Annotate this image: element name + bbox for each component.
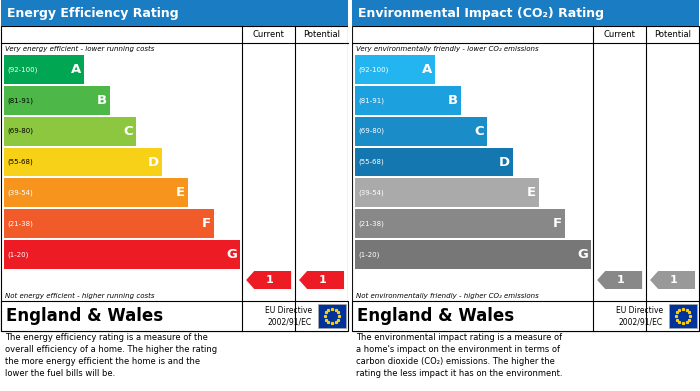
Text: (81-91): (81-91) <box>7 97 33 104</box>
Bar <box>4 86 111 115</box>
Text: Current: Current <box>253 30 285 39</box>
Text: (1-20): (1-20) <box>7 251 29 258</box>
Text: D: D <box>499 156 510 169</box>
Bar <box>355 117 487 145</box>
Text: Very environmentally friendly - lower CO₂ emissions: Very environmentally friendly - lower CO… <box>356 45 538 52</box>
Bar <box>352 0 699 26</box>
Text: Potential: Potential <box>654 30 691 39</box>
Bar <box>4 240 240 269</box>
Text: F: F <box>553 217 562 230</box>
Text: England & Wales: England & Wales <box>6 307 163 325</box>
Text: F: F <box>202 217 211 230</box>
Text: (21-38): (21-38) <box>7 221 33 227</box>
Text: C: C <box>124 125 133 138</box>
Text: EU Directive
2002/91/EC: EU Directive 2002/91/EC <box>265 306 312 326</box>
Bar <box>352 26 699 331</box>
Bar <box>669 304 697 328</box>
Bar <box>355 240 592 269</box>
Bar <box>4 117 136 145</box>
Text: 1: 1 <box>617 275 624 285</box>
Text: 1: 1 <box>319 275 327 285</box>
Text: 1: 1 <box>670 275 678 285</box>
Polygon shape <box>246 271 291 289</box>
Text: Current: Current <box>603 30 636 39</box>
Text: G: G <box>578 248 588 261</box>
Text: Not environmentally friendly - higher CO₂ emissions: Not environmentally friendly - higher CO… <box>356 292 539 299</box>
Bar <box>355 147 513 176</box>
Bar <box>355 55 435 84</box>
Text: (92-100): (92-100) <box>7 66 37 73</box>
Polygon shape <box>597 271 642 289</box>
Text: E: E <box>176 187 186 199</box>
Text: D: D <box>148 156 159 169</box>
Bar <box>355 86 461 115</box>
Text: E: E <box>527 187 536 199</box>
Text: (21-38): (21-38) <box>358 221 384 227</box>
Bar <box>4 147 162 176</box>
Text: Environmental Impact (CO₂) Rating: Environmental Impact (CO₂) Rating <box>358 7 604 20</box>
Text: Not energy efficient - higher running costs: Not energy efficient - higher running co… <box>5 292 155 299</box>
Text: G: G <box>226 248 237 261</box>
Text: A: A <box>422 63 433 76</box>
Bar <box>355 178 539 207</box>
Text: Potential: Potential <box>303 30 340 39</box>
Polygon shape <box>650 271 695 289</box>
Bar <box>355 209 565 238</box>
Bar <box>4 178 188 207</box>
Text: (1-20): (1-20) <box>358 251 379 258</box>
Text: (55-68): (55-68) <box>7 159 33 165</box>
Bar <box>1 0 348 26</box>
Text: (69-80): (69-80) <box>358 128 384 135</box>
Text: Energy Efficiency Rating: Energy Efficiency Rating <box>7 7 178 20</box>
Text: B: B <box>448 94 458 107</box>
Text: (92-100): (92-100) <box>358 66 388 73</box>
Text: Very energy efficient - lower running costs: Very energy efficient - lower running co… <box>5 45 155 52</box>
Text: The environmental impact rating is a measure of
a home's impact on the environme: The environmental impact rating is a mea… <box>356 333 563 378</box>
Text: C: C <box>475 125 484 138</box>
Text: (55-68): (55-68) <box>358 159 384 165</box>
Text: (69-80): (69-80) <box>7 128 33 135</box>
Text: (39-54): (39-54) <box>7 190 33 196</box>
Bar <box>1 301 348 331</box>
Text: England & Wales: England & Wales <box>357 307 514 325</box>
Text: (81-91): (81-91) <box>358 97 384 104</box>
Text: B: B <box>97 94 107 107</box>
Bar <box>4 209 214 238</box>
Polygon shape <box>299 271 344 289</box>
Bar <box>1 26 348 331</box>
Text: The energy efficiency rating is a measure of the
overall efficiency of a home. T: The energy efficiency rating is a measur… <box>5 333 217 378</box>
Text: EU Directive
2002/91/EC: EU Directive 2002/91/EC <box>616 306 663 326</box>
Bar <box>4 55 84 84</box>
Text: (39-54): (39-54) <box>358 190 384 196</box>
Text: 1: 1 <box>266 275 274 285</box>
Bar <box>352 301 699 331</box>
Bar <box>318 304 346 328</box>
Text: A: A <box>71 63 81 76</box>
